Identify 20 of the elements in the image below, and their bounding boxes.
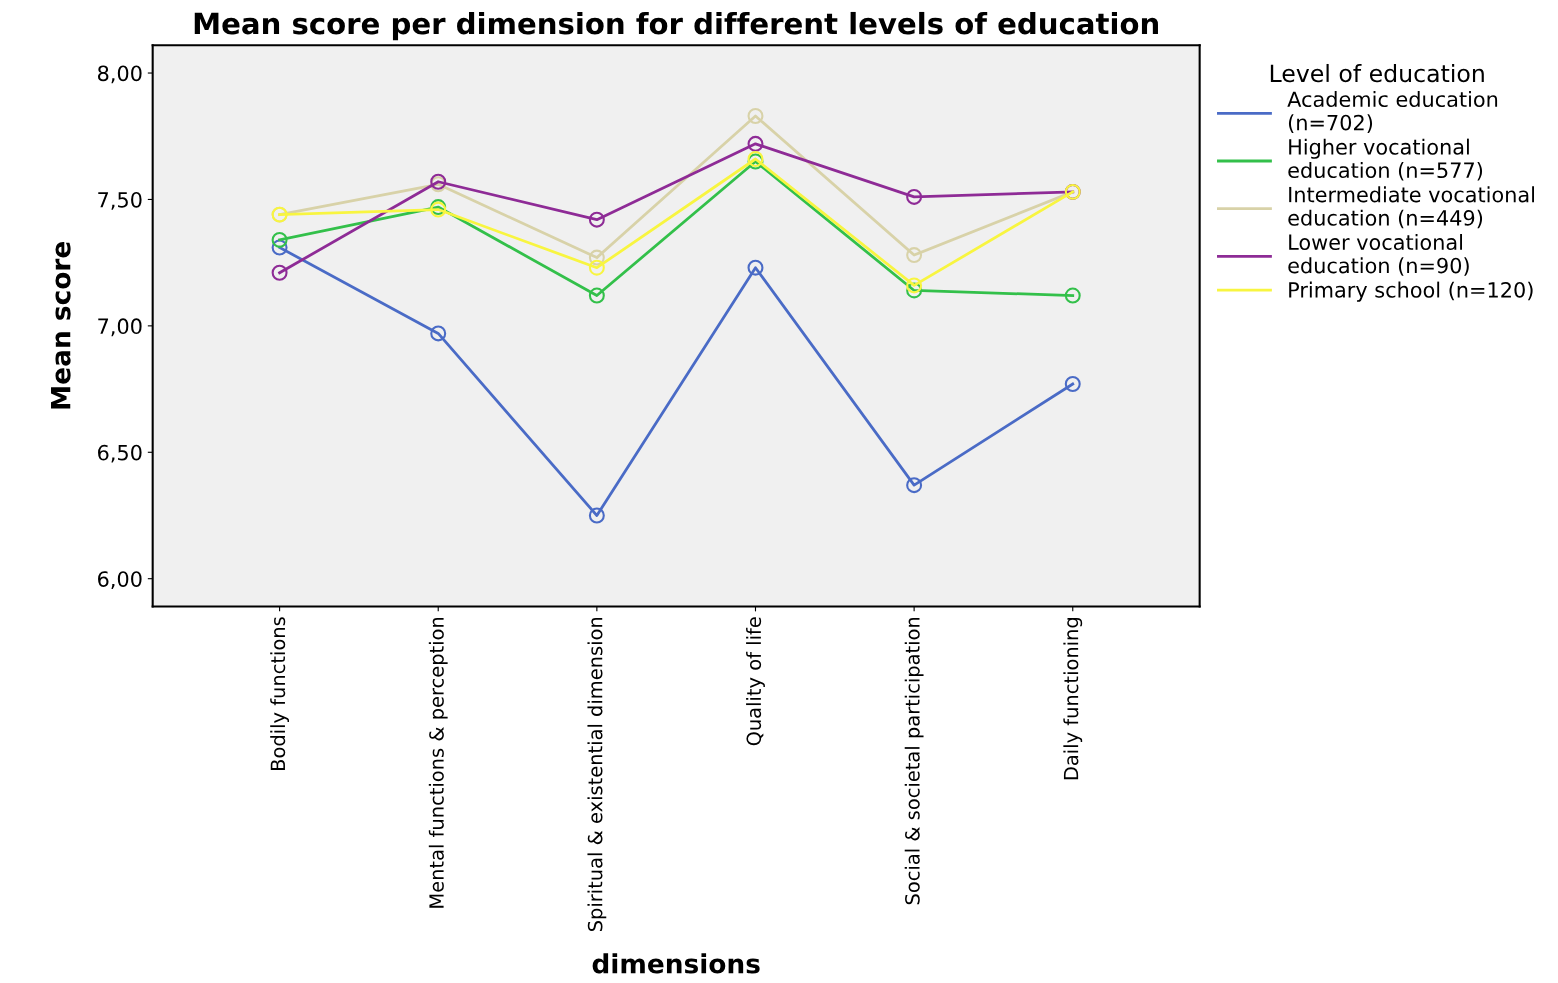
legend-label: Intermediate vocational education (n=449)	[1288, 186, 1534, 229]
y-tick-label: 6,00	[98, 571, 142, 590]
y-tick-label: 7,50	[98, 191, 142, 210]
y-tick-label: 8,00	[97, 65, 142, 84]
legend-title: Level of education	[1270, 63, 1484, 83]
y-tick-label: 6,50	[98, 444, 142, 463]
x-tick-label: Mental functions & perception	[428, 617, 448, 908]
y-axis-title: Mean score	[51, 241, 71, 409]
x-axis-title: dimensions	[592, 953, 760, 974]
legend-label: Academic education (n=702)	[1287, 90, 1498, 133]
legend-label: Lower vocational education (n=90)	[1288, 233, 1469, 276]
legend-label: Primary school (n=120)	[1289, 281, 1533, 302]
x-tick-label: Daily functioning	[1063, 618, 1083, 780]
x-tick-label: Bodily functions	[270, 617, 289, 770]
x-tick-label: Quality of life	[746, 617, 765, 746]
x-tick-label: Social & societal participation	[904, 617, 924, 905]
x-tick-label: Spiritual & existential dimension	[587, 617, 607, 932]
y-tick-label: 7,00	[98, 318, 142, 337]
chart-title: Mean score per dimension for different levels of education	[194, 11, 1158, 41]
legend-label: Higher vocational education (n=577)	[1288, 138, 1483, 181]
